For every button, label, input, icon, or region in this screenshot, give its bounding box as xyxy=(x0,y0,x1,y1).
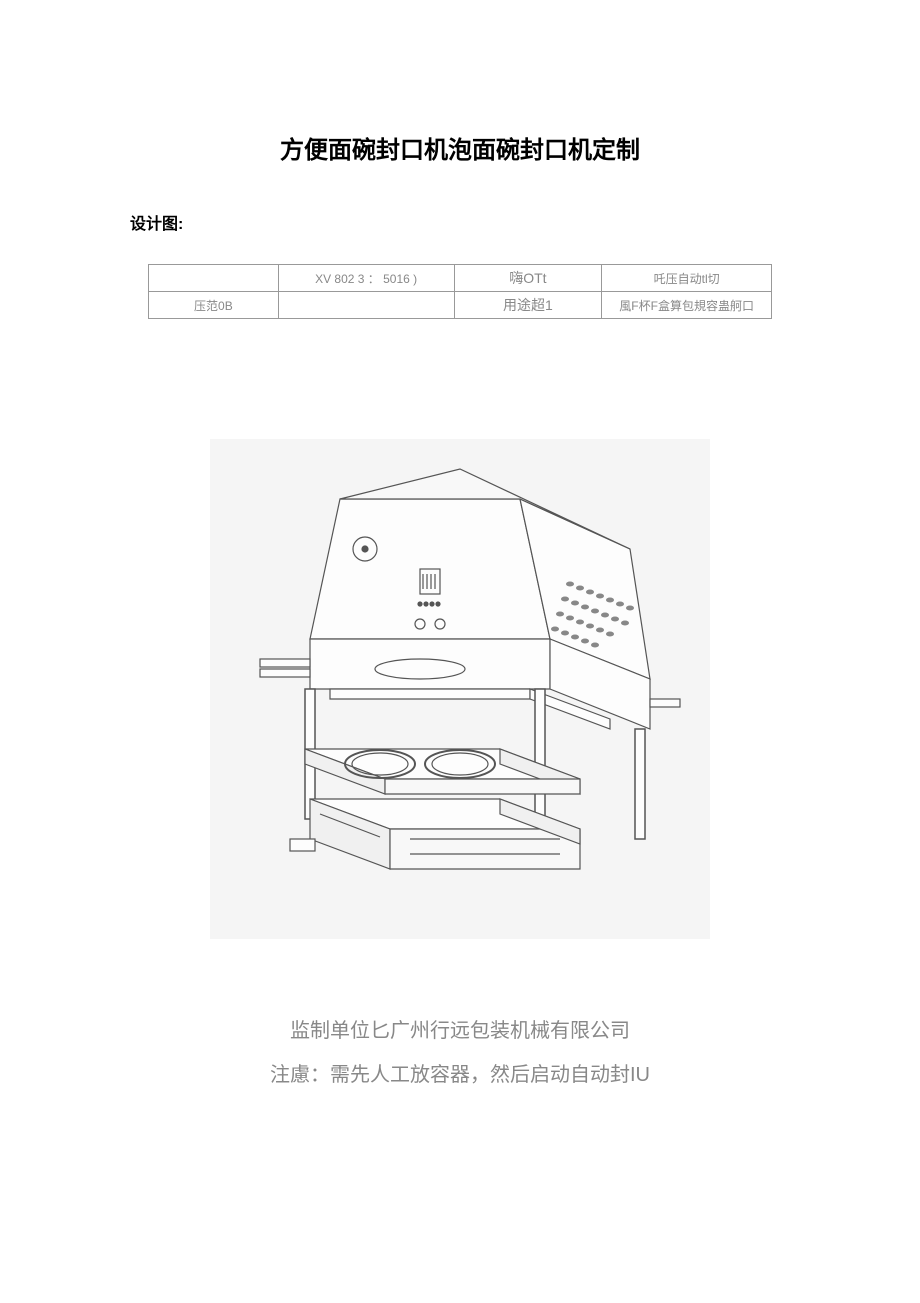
spec-table: XV 802 3 ： 5016 ) 嗨OTt 吒压自动tl切 压范0B 用途超1… xyxy=(148,264,772,319)
footer-line2: 注慮：需先人工放容器，然后启动自动封IU xyxy=(130,1053,790,1097)
cell-r2c3: 用途超1 xyxy=(454,292,602,319)
cell-r1c1 xyxy=(149,265,279,292)
cell-r1c3: 嗨OTt xyxy=(454,265,602,292)
section-label: 设计图: xyxy=(130,210,790,234)
cell-r1c4: 吒压自动tl切 xyxy=(602,265,772,292)
cell-r1c2: XV 802 3 ： 5016 ) xyxy=(278,265,454,292)
cell-r2c2 xyxy=(278,292,454,319)
footer-line1: 监制单位匕广州行远包装机械有限公司 xyxy=(130,1009,790,1053)
table-row: 压范0B 用途超1 風F杯F盒算包規容蛊舸口 xyxy=(149,292,772,319)
machine-diagram xyxy=(210,439,710,939)
footer-text: 监制单位匕广州行远包装机械有限公司 注慮：需先人工放容器，然后启动自动封IU xyxy=(130,1009,790,1097)
cell-r2c4: 風F杯F盒算包規容蛊舸口 xyxy=(602,292,772,319)
page-title: 方便面碗封口机泡面碗封口机定制 xyxy=(130,130,790,165)
table-row: XV 802 3 ： 5016 ) 嗨OTt 吒压自动tl切 xyxy=(149,265,772,292)
machine-svg xyxy=(210,439,710,939)
cell-r2c1: 压范0B xyxy=(149,292,279,319)
